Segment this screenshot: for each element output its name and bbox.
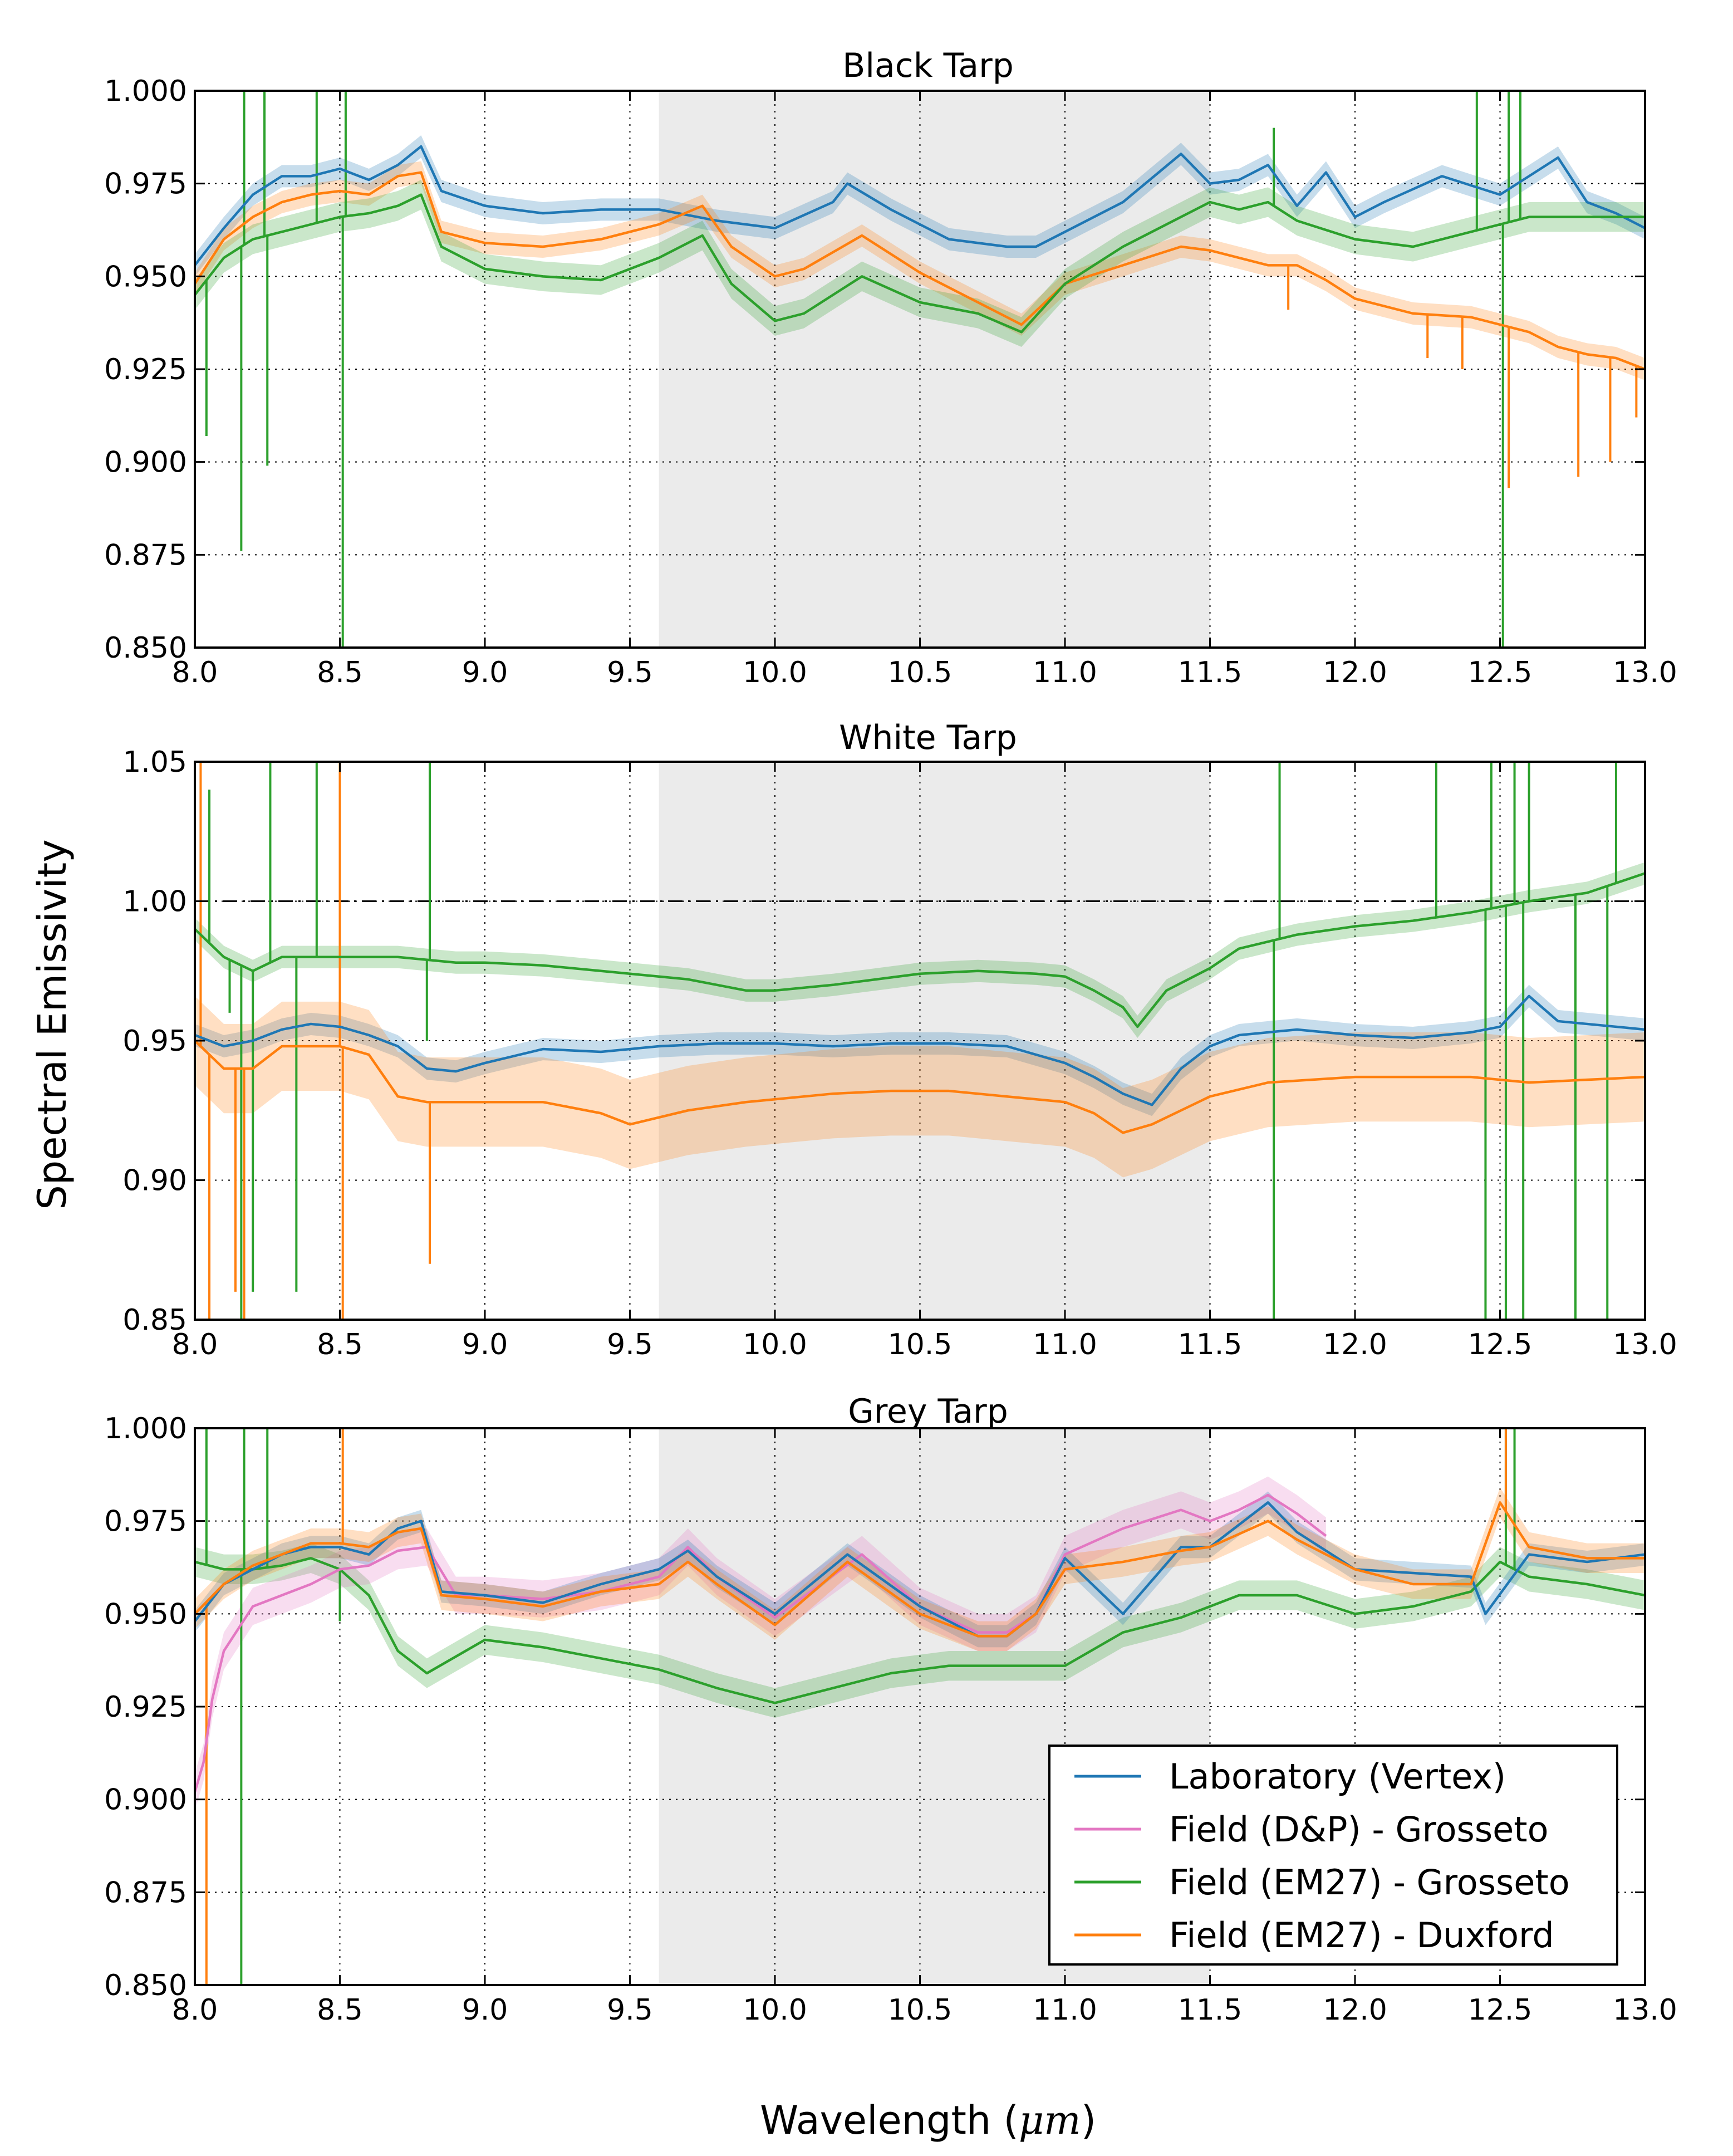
series-line	[195, 1040, 1645, 1134]
x-tick-label: 11.5	[1178, 656, 1243, 689]
x-tick-label: 9.5	[607, 656, 653, 689]
x-tick-label: 11.0	[1033, 1328, 1097, 1361]
series-band	[195, 1543, 1645, 1718]
x-tick-label: 11.0	[1033, 1993, 1097, 2027]
panel-grey-tarp: Grey Tarp 8.0 8.5 9.0 9.5 10.0 10.5 11.0 11.5 12…	[104, 1392, 1677, 2027]
y-tick-label: 0.850	[104, 1969, 187, 2002]
y-tick-label: 0.975	[104, 1505, 187, 1538]
x-axis-label-text: Wavelength (	[760, 2098, 1019, 2143]
y-tick-label: 0.925	[104, 353, 187, 386]
x-tick-label: 10.5	[888, 656, 953, 689]
series-line	[195, 1557, 1645, 1704]
y-tick-label: 1.00	[122, 885, 187, 919]
data-layer	[195, 762, 1645, 1320]
series-line	[195, 872, 1645, 1028]
x-tick-label: 12.5	[1468, 656, 1533, 689]
series-band	[195, 161, 1645, 380]
x-axis-label: Wavelength (μm)	[760, 2098, 1096, 2143]
series-band	[195, 996, 1645, 1178]
x-tick-label: 8.0	[172, 656, 218, 689]
series-line	[195, 193, 1645, 334]
panel-title: White Tarp	[839, 718, 1017, 757]
series-band	[195, 1487, 1645, 1651]
x-tick-label: 8.5	[317, 1993, 363, 2027]
series-band	[195, 984, 1645, 1116]
x-tick-label: 12.0	[1323, 1993, 1387, 2027]
x-tick-label: 13.0	[1613, 1993, 1677, 2027]
data-layer	[195, 1428, 1645, 1985]
series-line	[195, 145, 1645, 266]
x-axis-label-unit: μm	[1019, 2098, 1081, 2143]
x-tick-label: 10.0	[743, 1328, 807, 1361]
legend-label: Field (EM27) - Duxford	[1169, 1915, 1554, 1956]
y-axis-label: Spectral Emissivity	[30, 839, 75, 1209]
plot-area-black-tarp: 8.0 8.5 9.0 9.5 10.0 10.5 11.0 11.5 12.0 12.5 13.0…	[104, 75, 1677, 689]
x-tick-label: 8.5	[317, 656, 363, 689]
x-tick-label: 9.0	[462, 1328, 508, 1361]
x-tick-label: 12.5	[1468, 1328, 1533, 1361]
x-tick-label: 9.0	[462, 1993, 508, 2027]
y-tick-label: 0.875	[104, 1876, 187, 1909]
x-tick-label: 8.0	[172, 1993, 218, 2027]
x-tick-label: 9.5	[607, 1993, 653, 2027]
legend: Laboratory (Vertex) Field (D&P) - Grosse…	[1048, 1745, 1618, 1966]
x-tick-label: 13.0	[1613, 656, 1677, 689]
y-tick-label: 0.925	[104, 1690, 187, 1724]
legend-box	[1048, 1745, 1618, 1966]
x-tick-label: 13.0	[1613, 1328, 1677, 1361]
y-tick-label: 0.950	[104, 260, 187, 293]
series-band	[195, 1491, 1645, 1648]
panel-title: Black Tarp	[842, 46, 1014, 85]
y-tick-label: 0.90	[122, 1164, 187, 1198]
x-tick-label: 8.0	[172, 1328, 218, 1361]
x-tick-label: 11.0	[1033, 656, 1097, 689]
x-tick-label: 11.5	[1178, 1993, 1243, 2027]
series-band	[195, 1476, 1326, 1811]
y-tick-label: 1.000	[104, 1412, 187, 1445]
legend-label: Field (D&P) - Grosseto	[1169, 1809, 1549, 1850]
x-tick-label: 8.5	[317, 1328, 363, 1361]
x-tick-label: 12.5	[1468, 1993, 1533, 2027]
y-tick-label: 1.05	[122, 746, 187, 779]
x-tick-label: 10.5	[888, 1328, 953, 1361]
legend-label: Laboratory (Vertex)	[1169, 1756, 1506, 1797]
plot-area-white-tarp: 8.0 8.5 9.0 9.5 10.0 10.5 11.0 11.5 12.0 12.5 13.0…	[122, 746, 1677, 1361]
panel-title: Grey Tarp	[848, 1392, 1008, 1431]
series-line	[195, 1501, 1645, 1638]
x-tick-label: 10.0	[743, 656, 807, 689]
x-tick-label: 12.0	[1323, 1328, 1387, 1361]
legend-label: Field (EM27) - Grosseto	[1169, 1862, 1570, 1903]
y-tick-label: 0.850	[104, 631, 187, 665]
x-tick-label: 11.5	[1178, 1328, 1243, 1361]
y-tick-label: 0.85	[122, 1304, 187, 1337]
x-axis-label-close: )	[1081, 2098, 1096, 2143]
shaded-region	[659, 91, 1210, 648]
panel-black-tarp: Black Tarp 8.0 8.5 9.0 9.5 10.0 10.5 11.0 11.5 1…	[104, 46, 1677, 689]
y-tick-label: 0.95	[122, 1025, 187, 1058]
panel-white-tarp: White Tarp 8.0 8.5 9.0 9.5 10.0 10.5 11.0 11.5 1…	[122, 718, 1677, 1361]
data-layer	[195, 91, 1645, 648]
series-line	[195, 1493, 1327, 1792]
y-tick-label: 0.875	[104, 538, 187, 572]
series-line	[195, 1501, 1645, 1638]
x-tick-label: 12.0	[1323, 656, 1387, 689]
y-tick-label: 0.900	[104, 446, 187, 479]
y-tick-label: 0.975	[104, 168, 187, 201]
series-band	[195, 180, 1645, 347]
y-tick-label: 1.000	[104, 75, 187, 108]
y-tick-label: 0.950	[104, 1598, 187, 1631]
series-line	[195, 994, 1645, 1106]
x-tick-label: 9.0	[462, 656, 508, 689]
y-tick-label: 0.900	[104, 1783, 187, 1817]
x-tick-label: 10.0	[743, 1993, 807, 2027]
series-line	[195, 171, 1645, 371]
x-tick-label: 9.5	[607, 1328, 653, 1361]
x-tick-label: 10.5	[888, 1993, 953, 2027]
